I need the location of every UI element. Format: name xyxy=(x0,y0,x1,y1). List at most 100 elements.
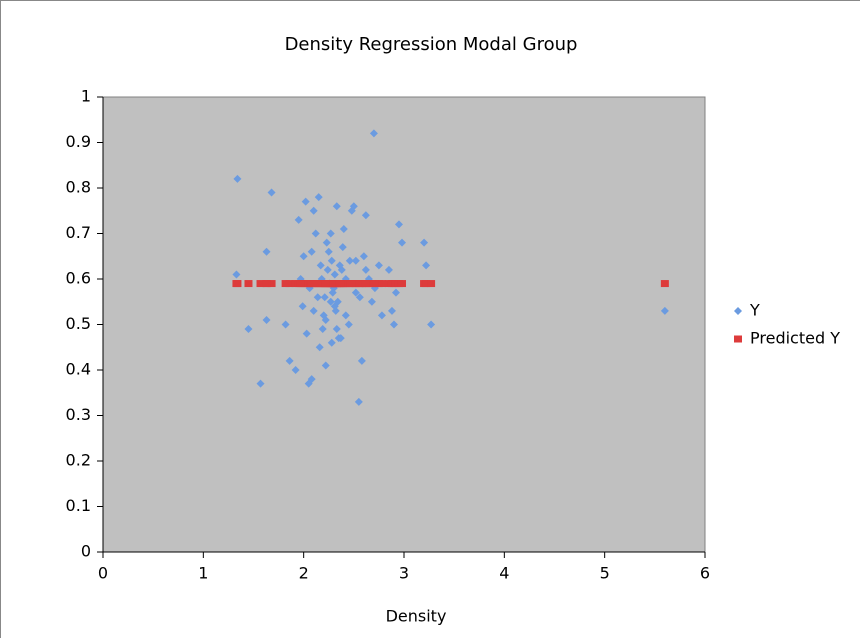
data-point xyxy=(338,243,347,252)
data-point xyxy=(326,229,335,238)
data-point xyxy=(336,334,345,343)
data-point xyxy=(330,302,339,311)
data-point xyxy=(391,288,400,297)
data-point xyxy=(374,261,383,270)
data-point xyxy=(316,261,325,270)
plot-area xyxy=(102,96,706,553)
data-point xyxy=(660,280,669,288)
data-point xyxy=(327,280,336,288)
data-point xyxy=(296,280,305,288)
data-point xyxy=(320,293,329,302)
data-point xyxy=(361,211,370,220)
data-point xyxy=(302,329,311,338)
data-point xyxy=(267,280,276,288)
data-point xyxy=(285,356,294,365)
legend-marker xyxy=(734,335,742,343)
data-point xyxy=(327,256,336,265)
x-axis-label: Density xyxy=(386,607,447,626)
data-point xyxy=(323,265,332,274)
data-point xyxy=(307,280,316,288)
data-point xyxy=(387,306,396,315)
y-tick-label: 0.1 xyxy=(66,496,91,515)
legend-label: Y xyxy=(749,301,760,320)
data-point xyxy=(397,280,406,288)
data-point xyxy=(384,265,393,274)
y-tick-label: 0.6 xyxy=(66,269,91,288)
data-point xyxy=(326,297,335,306)
data-point xyxy=(299,252,308,261)
data-point xyxy=(351,256,360,265)
data-point xyxy=(291,366,300,374)
x-tick-label: 4 xyxy=(499,564,509,583)
data-point xyxy=(307,375,316,384)
data-point xyxy=(332,202,341,211)
data-point xyxy=(314,193,323,202)
data-point xyxy=(344,320,353,329)
y-tick-label: 0.3 xyxy=(66,405,91,424)
data-point xyxy=(345,280,354,288)
data-point xyxy=(330,270,339,279)
data-point xyxy=(327,338,336,347)
y-tick-label: 0.8 xyxy=(66,178,91,197)
y-tick-label: 0.7 xyxy=(66,223,91,242)
x-tick-label: 5 xyxy=(600,564,610,583)
data-point xyxy=(232,270,241,279)
data-point xyxy=(232,280,241,288)
y-tick-label: 0.5 xyxy=(66,314,91,333)
data-point xyxy=(377,311,386,320)
data-point xyxy=(355,280,364,288)
data-point xyxy=(361,280,370,288)
data-point xyxy=(321,315,330,324)
data-point xyxy=(422,261,431,270)
data-point xyxy=(294,215,303,224)
y-tick-label: 0 xyxy=(81,542,91,561)
data-point xyxy=(367,297,376,306)
x-tick-label: 6 xyxy=(700,564,710,583)
data-point xyxy=(315,343,324,352)
data-point xyxy=(394,220,403,229)
y-tick-label: 0.2 xyxy=(66,451,91,470)
data-point xyxy=(335,261,344,270)
data-point xyxy=(256,280,265,288)
data-point xyxy=(301,197,310,206)
data-point xyxy=(311,229,320,238)
data-point xyxy=(309,206,318,215)
data-point xyxy=(328,288,337,297)
data-point xyxy=(233,174,242,183)
data-point xyxy=(349,202,358,211)
legend-marker xyxy=(734,307,742,315)
data-point xyxy=(244,325,253,334)
data-point xyxy=(354,397,363,406)
data-point xyxy=(357,356,366,365)
data-point xyxy=(309,306,318,315)
chart-title: Density Regression Modal Group xyxy=(285,34,578,55)
data-point xyxy=(427,280,436,288)
y-tick-label: 0.4 xyxy=(66,360,91,379)
data-point xyxy=(318,325,327,334)
data-point xyxy=(313,293,322,302)
data-point xyxy=(369,129,378,138)
data-point xyxy=(339,224,348,233)
data-point xyxy=(351,288,360,297)
data-point xyxy=(262,315,271,324)
data-point xyxy=(351,280,360,288)
x-tick-label: 0 xyxy=(98,564,108,583)
data-point xyxy=(397,238,406,247)
data-point xyxy=(341,311,350,320)
x-tick-label: 3 xyxy=(399,564,409,583)
data-point xyxy=(322,238,331,247)
data-point xyxy=(420,238,429,247)
data-point xyxy=(281,320,290,329)
data-point xyxy=(244,280,253,288)
data-point xyxy=(324,247,333,256)
data-point xyxy=(315,280,324,288)
y-tick-label: 0.9 xyxy=(66,132,91,151)
data-point xyxy=(321,361,330,370)
data-point xyxy=(377,280,386,288)
data-point xyxy=(267,188,276,197)
data-point xyxy=(332,280,341,288)
data-point xyxy=(389,320,398,329)
data-point xyxy=(427,320,436,329)
data-point xyxy=(345,256,354,265)
